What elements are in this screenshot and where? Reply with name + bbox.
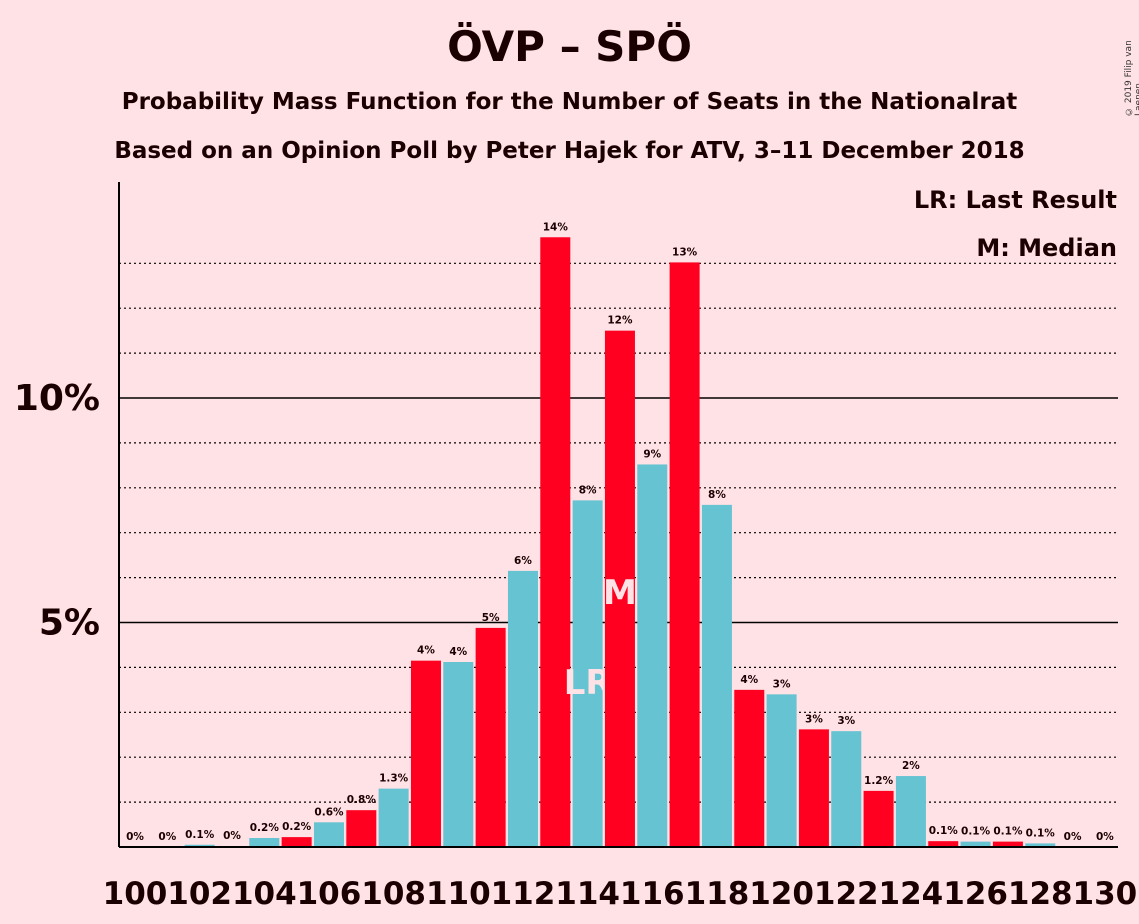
bar-data-label: 0%: [1064, 831, 1082, 843]
x-tick-label: 130: [1073, 876, 1138, 912]
bar-data-label: 4%: [740, 674, 758, 686]
bar-data-label: 0.2%: [250, 822, 280, 834]
bar-data-label: 3%: [837, 715, 855, 727]
bar: [798, 729, 829, 847]
bar-data-label: 0.1%: [993, 826, 1023, 838]
median-marker: M: [603, 573, 637, 613]
bar: [701, 504, 732, 847]
bar: [475, 627, 506, 847]
bar: [443, 662, 474, 847]
bar: [507, 570, 538, 847]
bar-data-label: 8%: [579, 484, 597, 496]
bar: [410, 660, 441, 847]
bar: [249, 838, 280, 847]
x-tick-label: 118: [685, 876, 750, 912]
chart-subtitle: Probability Mass Function for the Number…: [121, 89, 1018, 115]
bar: [992, 841, 1023, 847]
bar-data-label: 0%: [126, 831, 144, 843]
bar-data-label: 3%: [773, 678, 791, 690]
x-tick-label: 108: [361, 876, 426, 912]
last-result-marker: LR: [564, 663, 612, 703]
legend-median: M: Median: [976, 234, 1117, 262]
chart-title: ÖVP – SPÖ: [447, 22, 692, 71]
bar: [831, 731, 862, 847]
legend-last-result: LR: Last Result: [913, 186, 1117, 214]
bar-data-label: 0%: [223, 830, 241, 842]
x-tick-label: 126: [943, 876, 1008, 912]
x-tick-label: 124: [879, 876, 944, 912]
bar-data-label: 0%: [1096, 831, 1114, 843]
bar: [1025, 843, 1056, 847]
bar-data-label: 0.1%: [185, 829, 215, 841]
x-tick-label: 112: [491, 876, 556, 912]
chart-subtitle-source: Based on an Opinion Poll by Peter Hajek …: [114, 138, 1025, 164]
bar-data-label: 8%: [708, 489, 726, 501]
bar: [604, 330, 635, 847]
x-tick-label: 116: [620, 876, 685, 912]
bar-data-label: 1.3%: [379, 773, 409, 785]
bar-data-label: 0.1%: [1026, 827, 1056, 839]
bar: [928, 841, 959, 847]
bar: [895, 776, 926, 847]
bar-data-label: 0.1%: [929, 825, 959, 837]
x-tick-label: 114: [555, 876, 620, 912]
x-tick-label: 104: [232, 876, 297, 912]
bar-data-label: 9%: [643, 448, 661, 460]
bar-data-label: 14%: [543, 221, 569, 233]
bar: [960, 841, 991, 847]
bar-data-label: 3%: [805, 713, 823, 725]
y-tick-label: 5%: [39, 603, 100, 644]
bar: [766, 694, 797, 847]
bar: [378, 788, 409, 847]
bar: [734, 689, 765, 847]
x-tick-label: 100: [103, 876, 168, 912]
bar: [313, 822, 344, 847]
bar-data-label: 0%: [158, 831, 176, 843]
bar: [669, 262, 700, 848]
bar-data-label: 4%: [417, 645, 435, 657]
bar-data-label: 5%: [482, 612, 500, 624]
bar: [281, 837, 312, 847]
y-tick-label: 10%: [14, 378, 100, 419]
bar-data-label: 0.2%: [282, 821, 312, 833]
bar-data-label: 6%: [514, 555, 532, 567]
bar: [346, 810, 377, 847]
bar-data-label: 0.1%: [961, 826, 991, 838]
x-tick-label: 106: [297, 876, 362, 912]
bar-data-label: 2%: [902, 760, 920, 772]
bar: [637, 464, 668, 847]
bar: [863, 790, 894, 847]
bar: [540, 237, 571, 847]
bar: [572, 500, 603, 847]
bar: [184, 844, 215, 847]
x-tick-label: 120: [749, 876, 814, 912]
bar-data-label: 12%: [607, 315, 633, 327]
x-tick-label: 102: [167, 876, 232, 912]
bar-data-label: 0.8%: [347, 794, 377, 806]
x-tick-label: 122: [814, 876, 879, 912]
bar-data-label: 13%: [672, 246, 698, 258]
bar-data-label: 0.6%: [314, 806, 344, 818]
bar-data-label: 1.2%: [864, 775, 894, 787]
bar-data-label: 4%: [449, 646, 467, 658]
x-tick-label: 128: [1008, 876, 1073, 912]
x-tick-label: 110: [426, 876, 491, 912]
